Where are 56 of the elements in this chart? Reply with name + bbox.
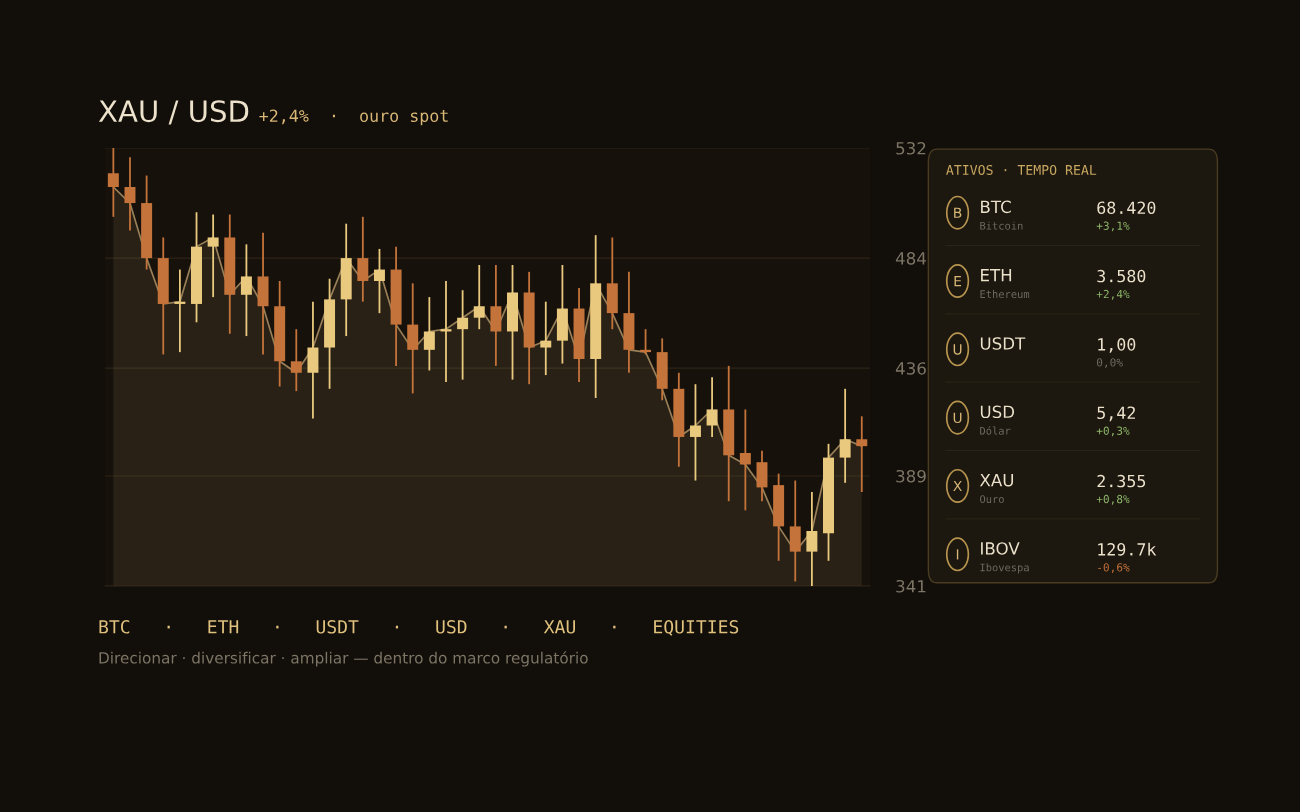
- candlestick: [457, 289, 469, 381]
- text: 0,0%: [1096, 358, 1123, 368]
- candlestick: [839, 387, 851, 484]
- candlestick: [473, 264, 485, 331]
- text: 68.420: [1097, 201, 1156, 215]
- candlestick: [806, 491, 818, 587]
- text: USDT: [980, 337, 1026, 350]
- text: Ethereum: [980, 290, 1030, 299]
- text: Bitcoin: [980, 221, 1023, 230]
- text: Direcionar · diversificar · ampliar — dentro do marco regulatório: [99, 651, 588, 667]
- candlestick: [124, 156, 136, 232]
- chart-title: XAU / USD: [98, 100, 249, 125]
- candlestick: [240, 243, 252, 337]
- text: +3,1%: [1096, 221, 1130, 232]
- text: BTC · ETH · USDT · USD · XAU · EQUITIES: [99, 619, 739, 636]
- candlestick: [540, 300, 552, 376]
- text: USD: [980, 405, 1015, 419]
- text: 1,00: [1098, 338, 1136, 353]
- candlestick: [290, 328, 302, 393]
- chart-subtitle: +2,4% · ouro spot: [259, 109, 448, 126]
- text: Ouro: [980, 495, 1004, 504]
- y-tick-label: 532: [896, 141, 926, 155]
- text: +0,8%: [1096, 494, 1130, 505]
- y-tick-label: 341: [896, 579, 926, 593]
- text: X: [953, 481, 962, 492]
- text: +0,3%: [1096, 426, 1130, 437]
- candlestick: [856, 415, 868, 493]
- candlestick: [689, 383, 701, 482]
- y-tick-label: 484: [895, 252, 926, 265]
- text: ETH: [981, 269, 1012, 282]
- text: BTC: [981, 200, 1011, 214]
- text: U: [953, 344, 962, 355]
- text: +2,4%: [1096, 289, 1130, 300]
- candlestick: [373, 248, 385, 315]
- text: 3.580: [1097, 269, 1146, 283]
- candlestick: [207, 213, 219, 298]
- candlestick: [739, 408, 751, 512]
- candlestick: [357, 215, 369, 303]
- text: B: [954, 207, 962, 218]
- text: U: [953, 412, 962, 423]
- candlestick: [423, 296, 435, 372]
- text: Ibovespa: [980, 563, 1029, 574]
- y-tick-label: 436: [895, 362, 926, 375]
- text: I: [956, 549, 959, 560]
- text: 5,42: [1097, 406, 1135, 422]
- candlestick: [107, 148, 119, 218]
- text: XAU: [979, 474, 1014, 487]
- y-tick-label: 389: [896, 469, 926, 483]
- text: Dólar: [980, 426, 1011, 435]
- text: -0,6%: [1098, 563, 1130, 573]
- text: 129.7k: [1098, 542, 1157, 556]
- text: ATIVOS · TEMPO REAL: [946, 164, 1097, 175]
- text: E: [954, 276, 962, 287]
- text: 2.355: [1097, 474, 1146, 488]
- candlestick: [706, 376, 718, 438]
- text: IBOV: [981, 542, 1020, 555]
